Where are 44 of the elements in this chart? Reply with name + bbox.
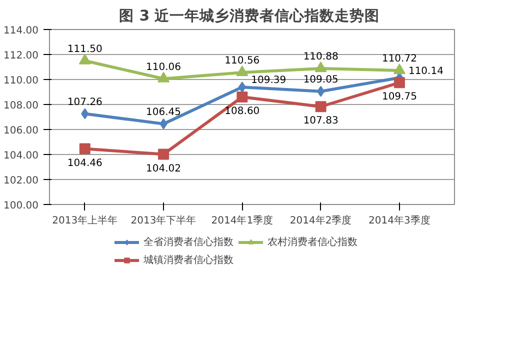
data-label: 107.26 <box>67 96 102 108</box>
y-tick-label: 104.00 <box>4 150 39 162</box>
data-label: 110.72 <box>382 54 417 64</box>
x-tick-label: 2013年上半年 <box>52 214 118 226</box>
x-tick-label: 2013年下半年 <box>130 214 196 226</box>
data-label: 110.88 <box>303 52 338 62</box>
point <box>78 54 91 64</box>
chart-title: 图 3 近一年城乡消费者信心指数走势图 <box>119 6 380 24</box>
legend-label: 城镇消费者信心指数 <box>144 254 234 267</box>
y-tick-label: 108.00 <box>4 100 39 112</box>
data-label: 110.06 <box>146 62 182 73</box>
y-tick-label: 100.00 <box>4 200 39 212</box>
data-label: 109.39 <box>251 75 286 86</box>
point <box>158 148 170 160</box>
data-label: 107.83 <box>303 116 338 127</box>
x-tick-label: 2014年2季度 <box>290 214 352 226</box>
point <box>236 66 248 76</box>
x-tick-label: 2014年3季度 <box>368 214 430 226</box>
point <box>238 82 246 93</box>
data-label: 111.50 <box>67 44 102 55</box>
point <box>316 86 325 97</box>
y-tick-label: 110.00 <box>4 76 39 86</box>
data-label: 110.56 <box>224 56 260 66</box>
data-label: 106.45 <box>146 106 182 118</box>
y-tick-label: 102.00 <box>4 176 39 186</box>
legend-label: 全省消费者信心指数 <box>144 236 234 249</box>
point <box>158 72 170 82</box>
y-tick-label: 112.00 <box>4 50 39 62</box>
y-tick-label: 106.00 <box>4 126 39 136</box>
data-label: 104.02 <box>146 163 182 174</box>
y-tick-label: 114.00 <box>4 26 39 36</box>
point <box>314 62 327 72</box>
data-label: 110.14 <box>408 66 444 77</box>
legend-label: 农村消费者信心指数 <box>268 236 358 249</box>
data-label: 108.60 <box>224 106 260 117</box>
x-tick-label: 2014年1季度 <box>211 214 274 226</box>
point <box>394 77 405 88</box>
data-label: 109.75 <box>382 92 417 103</box>
data-label: 109.05 <box>303 74 338 86</box>
point <box>236 92 248 102</box>
data-label: 104.46 <box>67 158 102 169</box>
point <box>393 64 406 74</box>
point <box>79 143 90 154</box>
point <box>315 101 326 112</box>
